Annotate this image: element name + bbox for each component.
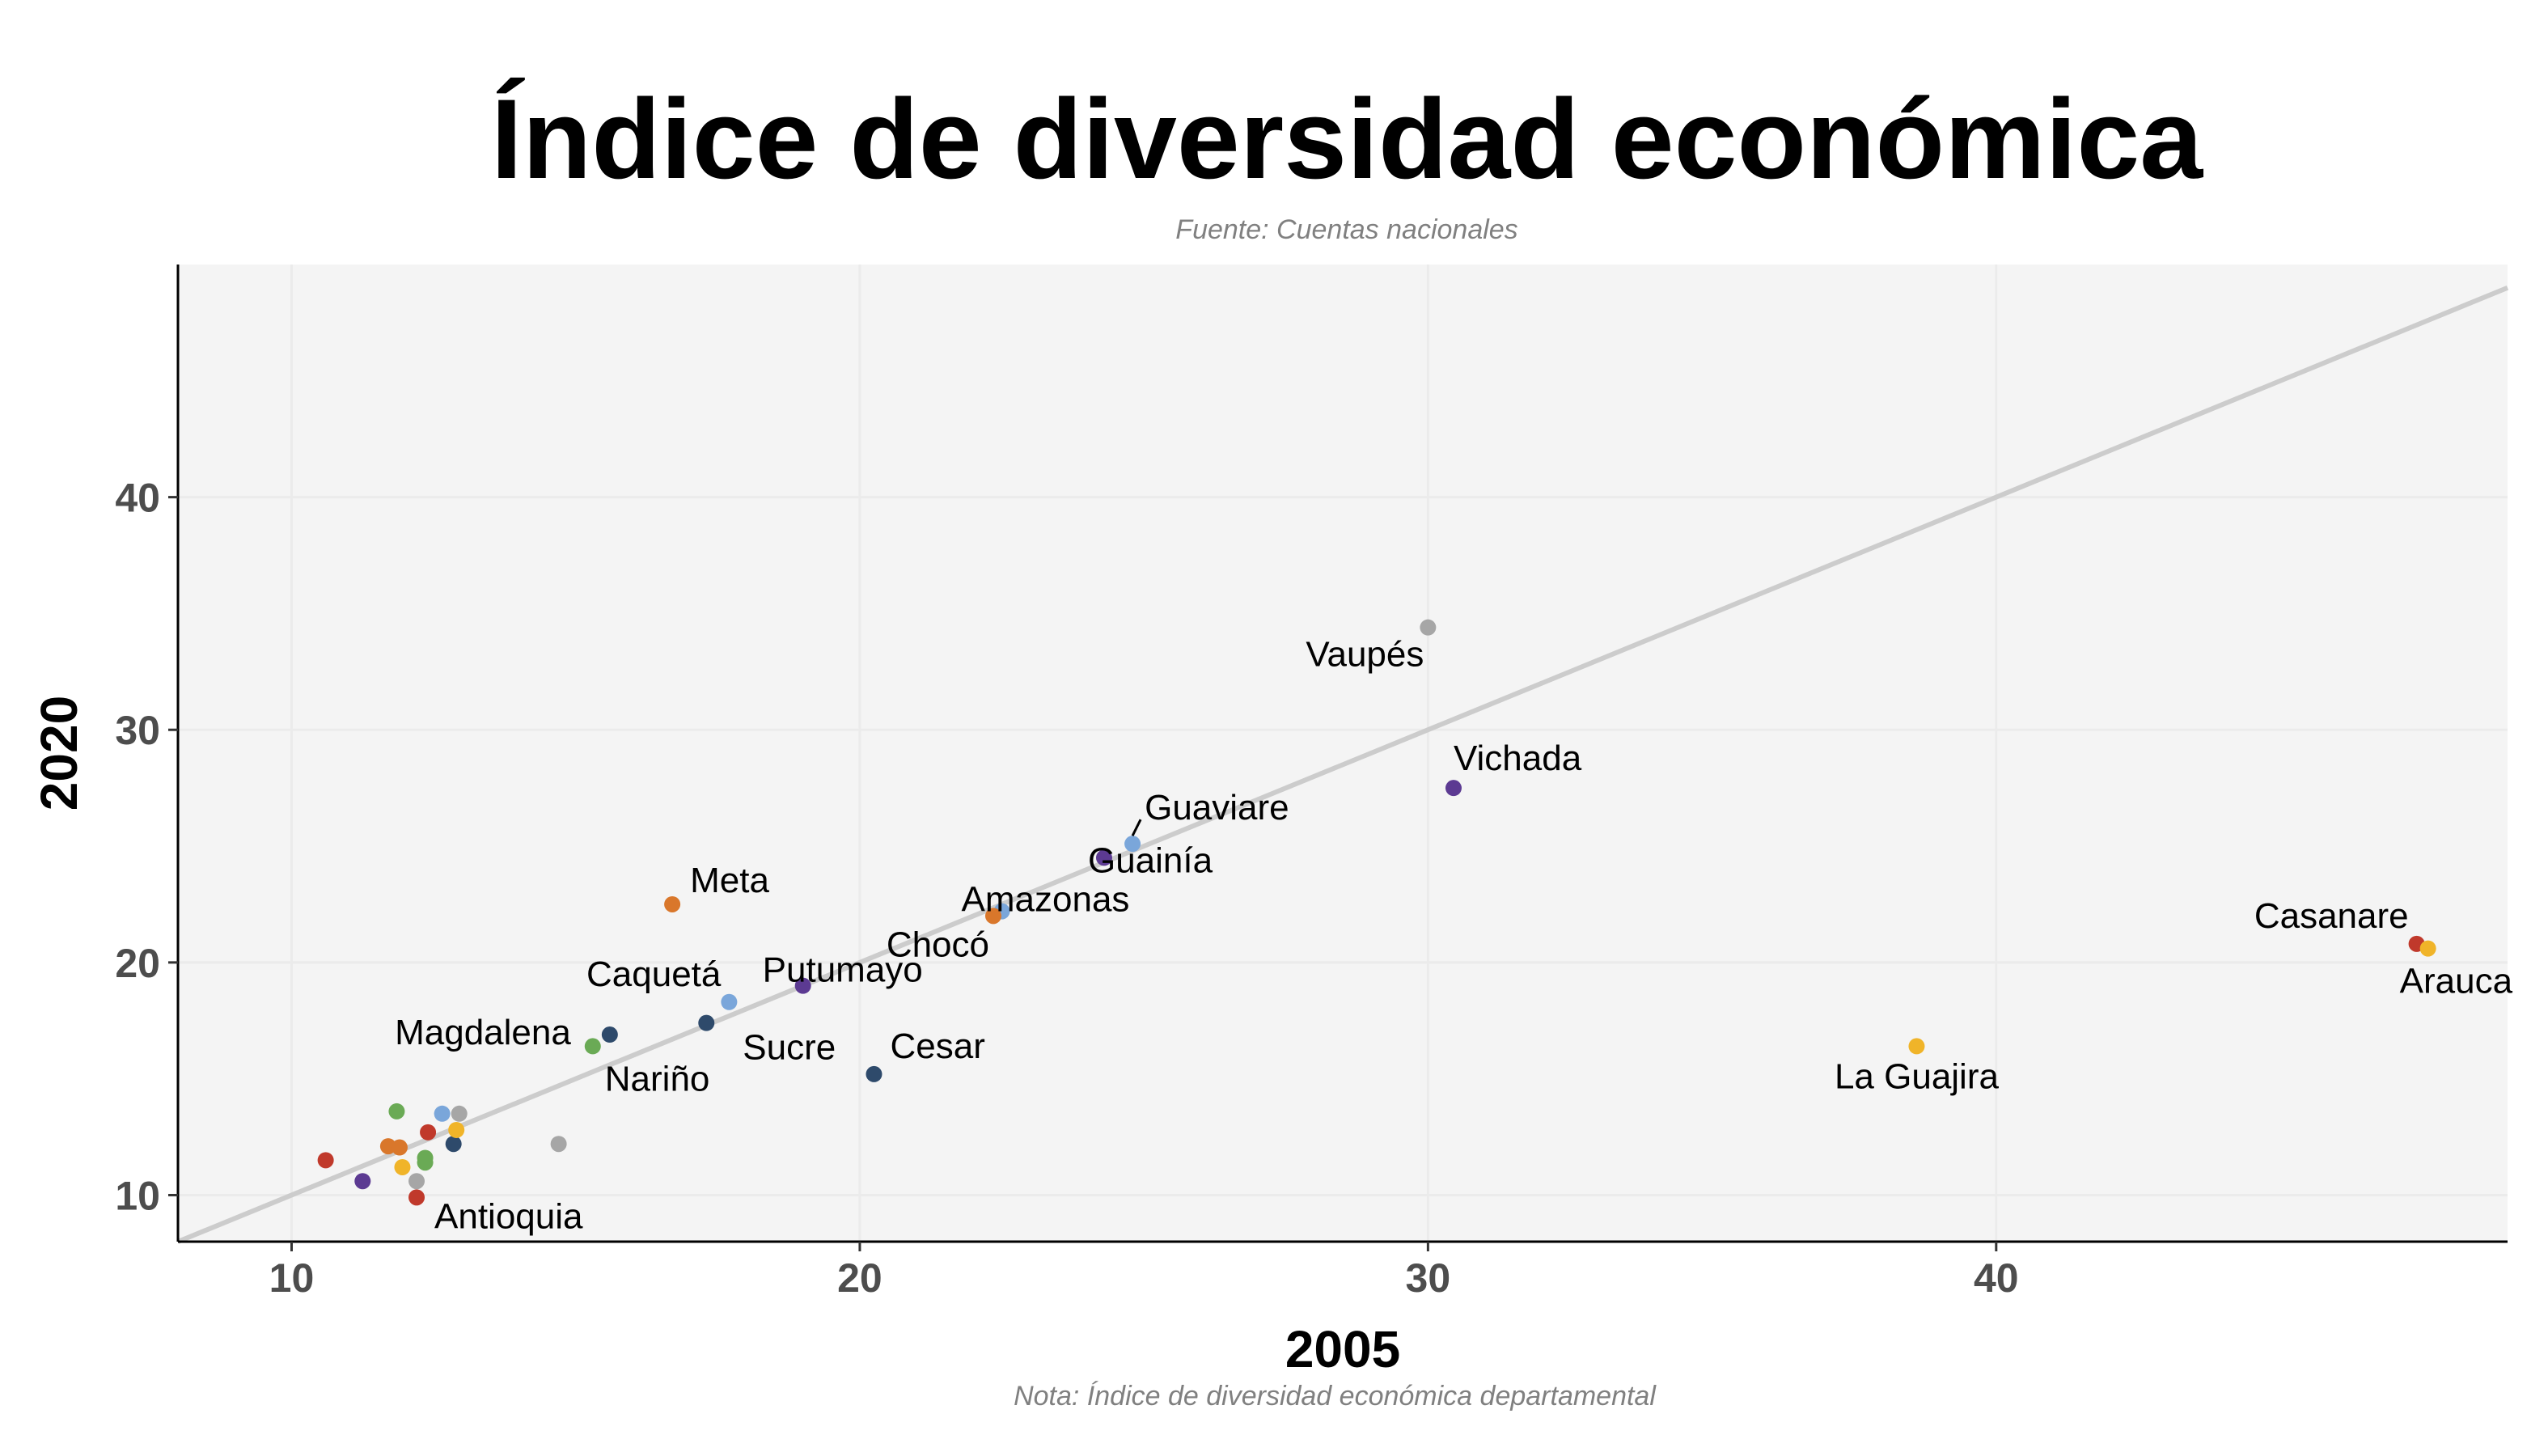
point-label-cesar: Cesar bbox=[890, 1026, 984, 1066]
axis-ticks: 10 20 30 40 10 20 30 40 bbox=[115, 476, 2018, 1301]
point-label-choco: Chocó bbox=[887, 925, 989, 964]
data-point-unlabeled bbox=[417, 1154, 434, 1171]
data-point-unlabeled bbox=[448, 1121, 465, 1138]
data-point-narino bbox=[584, 1038, 601, 1055]
point-label-amazonas: Amazonas bbox=[962, 880, 1130, 920]
x-tick-label: 20 bbox=[837, 1255, 882, 1301]
data-point-arauca bbox=[2419, 940, 2436, 957]
data-point-unlabeled bbox=[408, 1173, 425, 1190]
point-label-sucre: Sucre bbox=[743, 1028, 836, 1068]
y-axis-title: 2020 bbox=[30, 696, 88, 811]
y-tick-label: 40 bbox=[115, 476, 160, 521]
point-label-putumayo: Putumayo bbox=[763, 950, 923, 990]
data-point-unlabeled bbox=[434, 1105, 451, 1122]
point-label-narino: Nariño bbox=[605, 1059, 710, 1098]
x-tick-label: 10 bbox=[269, 1255, 315, 1301]
data-point-guaviare bbox=[1124, 836, 1141, 853]
point-label-vichada: Vichada bbox=[1454, 739, 1582, 778]
grid-lines bbox=[178, 265, 2508, 1242]
chart-subtitle: Fuente: Cuentas nacionales bbox=[1175, 214, 1517, 245]
y-tick-label: 30 bbox=[115, 708, 160, 753]
data-point-unlabeled bbox=[420, 1124, 437, 1141]
chart-title: Índice de diversidad económica bbox=[491, 75, 2203, 202]
data-point-putumayo bbox=[794, 977, 811, 994]
point-label-caqueta: Caquetá bbox=[586, 954, 722, 994]
y-tick-label: 10 bbox=[115, 1173, 160, 1218]
data-point-cesar bbox=[866, 1065, 882, 1082]
data-point-unlabeled bbox=[317, 1152, 334, 1169]
data-point-vaupes bbox=[1420, 619, 1437, 636]
point-label-guaviare: Guaviare bbox=[1145, 788, 1289, 827]
data-point-magdalena bbox=[601, 1026, 618, 1043]
data-point-unlabeled bbox=[388, 1103, 405, 1120]
data-point-unlabeled bbox=[394, 1158, 411, 1175]
data-point-unlabeled bbox=[445, 1136, 462, 1153]
point-label-arauca: Arauca bbox=[2400, 962, 2513, 1001]
chart-caption: Nota: Índice de diversidad económica dep… bbox=[1014, 1381, 1657, 1412]
data-points bbox=[317, 619, 2436, 1206]
plot-panel bbox=[178, 265, 2508, 1242]
label-leader-line bbox=[1131, 819, 1142, 836]
point-label-la-guajira: La Guajira bbox=[1835, 1056, 2000, 1096]
data-point-vichada bbox=[1445, 780, 1462, 797]
data-point-guainia bbox=[1095, 849, 1112, 866]
point-label-meta: Meta bbox=[690, 861, 769, 900]
x-axis-title: 2005 bbox=[1285, 1320, 1400, 1378]
data-point-la-guajira bbox=[1908, 1038, 1925, 1055]
reference-line-group bbox=[176, 285, 2509, 1244]
point-label-vaupes: Vaupés bbox=[1306, 635, 1424, 675]
data-point-antioquia bbox=[408, 1189, 425, 1206]
point-label-antioquia: Antioquia bbox=[434, 1196, 583, 1236]
data-point-choco bbox=[985, 908, 1001, 925]
data-point-unlabeled bbox=[550, 1136, 567, 1153]
x-tick-label: 40 bbox=[1974, 1255, 2019, 1301]
data-point-unlabeled bbox=[354, 1173, 371, 1190]
x-tick-label: 30 bbox=[1406, 1255, 1451, 1301]
data-point-unlabeled bbox=[451, 1105, 468, 1122]
point-label-casanare: Casanare bbox=[2254, 896, 2409, 936]
data-point-caqueta bbox=[721, 993, 738, 1010]
data-point-sucre bbox=[698, 1014, 715, 1031]
point-label-magdalena: Magdalena bbox=[395, 1013, 571, 1052]
reference-line bbox=[176, 285, 2509, 1244]
data-point-meta bbox=[664, 895, 681, 912]
data-point-unlabeled bbox=[391, 1139, 408, 1156]
point-label-guainia: Guainía bbox=[1088, 840, 1213, 880]
y-tick-label: 20 bbox=[115, 941, 160, 986]
